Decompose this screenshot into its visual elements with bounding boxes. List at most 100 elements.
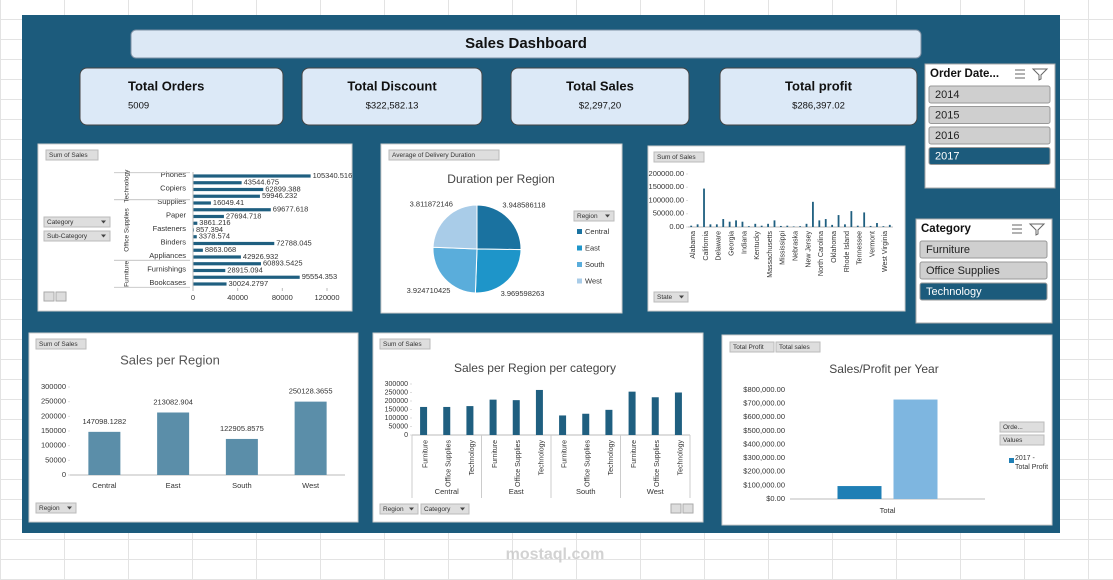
slicer-item[interactable] [928, 147, 1051, 165]
category-label: Binders [161, 237, 187, 246]
slicer-icons[interactable] [1015, 68, 1049, 81]
slicer-item[interactable] [928, 85, 1051, 104]
y-tick-label: $800,000.00 [743, 385, 785, 394]
collapse-button[interactable] [55, 291, 67, 302]
group-label: Furniture [124, 260, 131, 286]
x-tick-label: Total [880, 506, 896, 515]
data-label: 250128.3655 [289, 387, 333, 396]
y-tick-label: 100000.00 [649, 195, 684, 204]
bar [767, 223, 769, 227]
field-button[interactable] [653, 291, 689, 303]
field-button[interactable] [43, 216, 111, 228]
group-label: Technology [124, 169, 131, 203]
value-label: 28915.094 [227, 265, 262, 274]
value-label: 72788.045 [276, 238, 311, 247]
slicer-item[interactable] [928, 106, 1051, 124]
x-tick-label: 40000 [227, 293, 248, 302]
data-label: 3.811872146 [410, 199, 453, 208]
dropdown-arrow [679, 295, 684, 299]
x-tick-label: Office Supplies [585, 440, 592, 487]
x-tick-label: Vermont [869, 231, 876, 257]
x-tick-label: Georgia [728, 231, 735, 256]
field-button[interactable] [35, 338, 87, 350]
x-tick-label: Office Supplies [446, 440, 453, 487]
field-button-label: Category [424, 506, 451, 513]
collapse-button[interactable] [682, 503, 694, 514]
slicer-item[interactable] [928, 126, 1051, 145]
y-tick-label: 0.00 [669, 222, 684, 231]
y-tick-label: 50000 [45, 455, 66, 464]
field-button-label: Region [383, 506, 404, 513]
chart-title: Sales per Region [120, 352, 220, 367]
chart-panel [647, 145, 906, 312]
field-button[interactable] [775, 341, 821, 353]
y-tick-label: 300000 [385, 381, 408, 388]
pie-slice [476, 204, 522, 251]
y-tick-label: 250000 [385, 389, 408, 396]
x-tick-label: Central [92, 481, 117, 490]
field-button[interactable] [43, 230, 111, 242]
slicer-item[interactable] [919, 240, 1048, 259]
value-label: 3861.216 [199, 218, 230, 227]
field-button[interactable] [379, 338, 431, 350]
field-button-label: Total sales [779, 344, 810, 351]
x-tick-label: Kentucky [754, 231, 761, 260]
x-tick-label: Technology [677, 440, 684, 476]
slicer-item[interactable] [919, 282, 1048, 301]
field-button[interactable] [379, 503, 419, 515]
dropdown-arrow [409, 507, 414, 511]
y-tick-label: 150000 [41, 426, 66, 435]
bar [674, 392, 682, 435]
field-button[interactable] [999, 434, 1045, 446]
group-bracket [114, 259, 190, 288]
pie-slice [432, 246, 478, 294]
dropdown-arrow [605, 214, 610, 218]
y-tick-label: 200000 [41, 411, 66, 420]
legend-swatch [577, 278, 582, 284]
x-tick-label: California [703, 231, 710, 261]
slicer-title: Order Date... [930, 68, 999, 80]
y-tick-label: 200000.00 [649, 169, 684, 178]
x-tick-label: Mississippi [780, 231, 787, 265]
field-button[interactable] [999, 421, 1045, 433]
y-tick-label: 150000.00 [649, 182, 684, 191]
x-tick-label: 0 [191, 293, 195, 302]
value-label: 62899.388 [265, 184, 300, 193]
x-tick-label: East [166, 481, 182, 490]
field-button-label: Sum of Sales [49, 152, 88, 159]
field-button[interactable] [35, 502, 77, 514]
slicer-item[interactable] [919, 261, 1048, 280]
bar [193, 174, 311, 178]
bar [651, 397, 659, 435]
legend-button[interactable] [573, 210, 615, 222]
expand-button[interactable] [43, 291, 55, 302]
field-button[interactable] [729, 341, 775, 353]
y-tick-label: 50000.00 [653, 209, 684, 218]
bar [786, 225, 789, 227]
bar [193, 241, 275, 246]
bar [735, 220, 737, 227]
y-tick-label: 0 [404, 432, 408, 439]
field-button-label: Sum of Sales [39, 341, 78, 348]
slicer-icons[interactable] [1012, 223, 1046, 236]
field-button[interactable] [45, 149, 99, 161]
y-tick-label: $200,000.00 [743, 467, 785, 476]
value-label: 95554.353 [302, 272, 337, 281]
field-button[interactable] [653, 151, 705, 163]
expand-button[interactable] [670, 503, 682, 514]
y-tick-label: 150000 [385, 406, 408, 413]
bar [466, 406, 474, 435]
slicer-item-label: 2017 [935, 150, 959, 162]
x-tick-label: Technology [538, 440, 545, 476]
field-button[interactable] [388, 149, 500, 161]
x-tick-label: South [232, 481, 252, 490]
category-label: Bookcases [149, 278, 186, 287]
group-label: East [509, 487, 525, 496]
bar [805, 223, 808, 227]
field-button[interactable] [420, 503, 470, 515]
legend-swatch [577, 229, 582, 234]
bar [760, 225, 763, 227]
pie-slice [432, 204, 478, 250]
x-tick-label: Tennessee [857, 231, 864, 265]
slicer-item-label: 2014 [935, 89, 959, 101]
